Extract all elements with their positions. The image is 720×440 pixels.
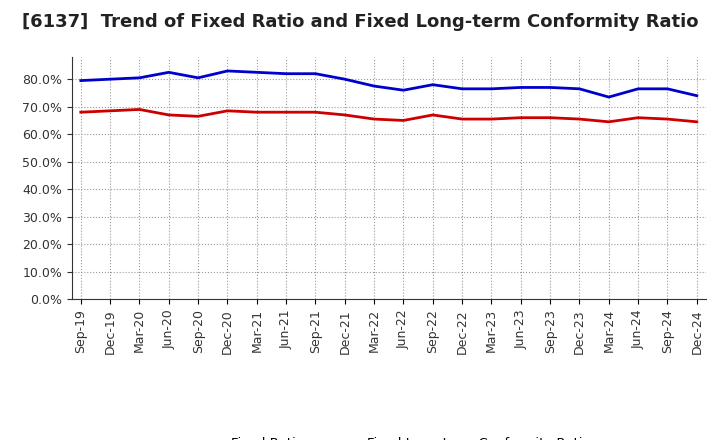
Fixed Ratio	[341, 77, 349, 82]
Fixed Ratio	[282, 71, 290, 76]
Fixed Long-term Conformity Ratio	[634, 115, 642, 120]
Fixed Long-term Conformity Ratio	[458, 117, 467, 122]
Fixed Ratio	[458, 86, 467, 92]
Fixed Long-term Conformity Ratio	[370, 117, 379, 122]
Fixed Ratio	[135, 75, 144, 81]
Fixed Long-term Conformity Ratio	[487, 117, 496, 122]
Fixed Long-term Conformity Ratio	[575, 117, 584, 122]
Fixed Ratio	[370, 84, 379, 89]
Fixed Long-term Conformity Ratio	[164, 112, 173, 117]
Fixed Long-term Conformity Ratio	[516, 115, 525, 120]
Fixed Long-term Conformity Ratio	[341, 112, 349, 117]
Fixed Ratio	[399, 88, 408, 93]
Fixed Long-term Conformity Ratio	[546, 115, 554, 120]
Fixed Ratio	[76, 78, 85, 83]
Text: [6137]  Trend of Fixed Ratio and Fixed Long-term Conformity Ratio: [6137] Trend of Fixed Ratio and Fixed Lo…	[22, 13, 698, 31]
Fixed Ratio	[106, 77, 114, 82]
Line: Fixed Ratio: Fixed Ratio	[81, 71, 697, 97]
Fixed Long-term Conformity Ratio	[76, 110, 85, 115]
Fixed Ratio	[663, 86, 672, 92]
Fixed Ratio	[194, 75, 202, 81]
Fixed Ratio	[311, 71, 320, 76]
Fixed Long-term Conformity Ratio	[106, 108, 114, 114]
Fixed Long-term Conformity Ratio	[663, 117, 672, 122]
Fixed Long-term Conformity Ratio	[605, 119, 613, 125]
Fixed Long-term Conformity Ratio	[311, 110, 320, 115]
Fixed Ratio	[575, 86, 584, 92]
Fixed Long-term Conformity Ratio	[135, 107, 144, 112]
Fixed Ratio	[164, 70, 173, 75]
Fixed Long-term Conformity Ratio	[223, 108, 232, 114]
Fixed Ratio	[516, 85, 525, 90]
Fixed Long-term Conformity Ratio	[428, 112, 437, 117]
Fixed Ratio	[223, 68, 232, 73]
Fixed Long-term Conformity Ratio	[693, 119, 701, 125]
Fixed Ratio	[428, 82, 437, 87]
Fixed Ratio	[634, 86, 642, 92]
Fixed Ratio	[487, 86, 496, 92]
Fixed Ratio	[546, 85, 554, 90]
Fixed Long-term Conformity Ratio	[282, 110, 290, 115]
Line: Fixed Long-term Conformity Ratio: Fixed Long-term Conformity Ratio	[81, 110, 697, 122]
Fixed Long-term Conformity Ratio	[253, 110, 261, 115]
Fixed Ratio	[253, 70, 261, 75]
Fixed Ratio	[605, 95, 613, 100]
Legend: Fixed Ratio, Fixed Long-term Conformity Ratio: Fixed Ratio, Fixed Long-term Conformity …	[182, 432, 595, 440]
Fixed Long-term Conformity Ratio	[194, 114, 202, 119]
Fixed Long-term Conformity Ratio	[399, 118, 408, 123]
Fixed Ratio	[693, 93, 701, 98]
